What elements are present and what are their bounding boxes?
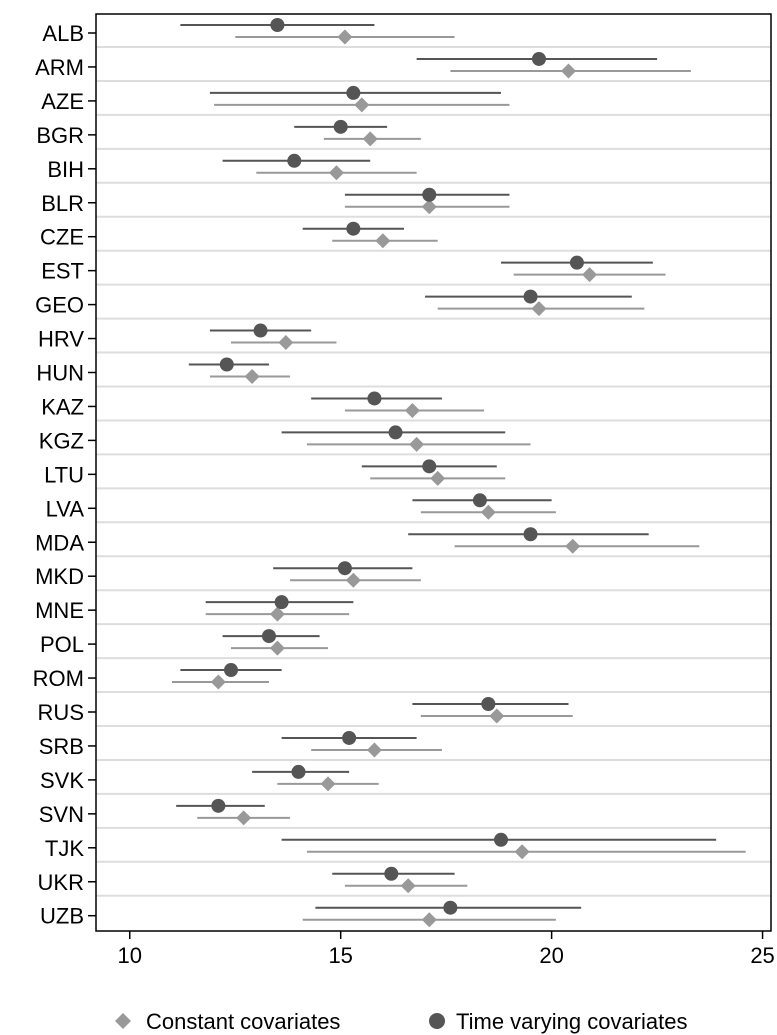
marker-constant-alb xyxy=(337,29,353,45)
marker-time-varying-hrv xyxy=(253,323,268,338)
marker-constant-uzb xyxy=(421,912,437,928)
marker-time-varying-uzb xyxy=(443,900,458,915)
y-tick-label: EST xyxy=(41,259,84,284)
marker-constant-arm xyxy=(561,63,576,79)
y-tick-label: SVK xyxy=(40,768,84,793)
marker-constant-blr xyxy=(421,199,437,215)
y-tick-label: SVN xyxy=(39,802,84,827)
marker-time-varying-mne xyxy=(274,595,289,610)
marker-constant-est xyxy=(582,267,598,283)
y-tick-label: UZB xyxy=(40,904,84,929)
marker-constant-geo xyxy=(531,301,547,317)
y-tick-label: SRB xyxy=(39,734,84,759)
marker-time-varying-geo xyxy=(523,289,538,304)
marker-constant-aze xyxy=(354,97,370,113)
marker-constant-bih xyxy=(328,165,344,181)
marker-time-varying-svk xyxy=(291,764,306,779)
marker-constant-hrv xyxy=(278,335,294,351)
marker-constant-hun xyxy=(244,369,260,384)
y-tick-label: MNE xyxy=(35,598,84,623)
marker-constant-lva xyxy=(480,504,496,520)
legend-circle-icon xyxy=(429,1013,445,1029)
marker-constant-pol xyxy=(269,640,285,656)
marker-time-varying-est xyxy=(569,255,584,270)
marker-constant-kaz xyxy=(404,402,420,418)
marker-time-varying-svn xyxy=(211,798,226,813)
y-tick-label: ALB xyxy=(42,21,84,46)
y-tick-label: BGR xyxy=(36,123,84,148)
y-tick-label: HRV xyxy=(38,327,84,352)
y-tick-label: KAZ xyxy=(41,394,84,419)
legend: Constant covariates Time varying covaria… xyxy=(115,1009,687,1034)
marker-constant-mda xyxy=(565,538,581,554)
marker-constant-svk xyxy=(320,776,336,792)
y-tick-label: CZE xyxy=(40,225,84,250)
marker-constant-mne xyxy=(269,606,285,622)
legend-label-time-varying: Time varying covariates xyxy=(456,1009,687,1034)
marker-constant-ltu xyxy=(430,470,446,486)
marker-time-varying-cze xyxy=(346,221,361,236)
marker-constant-svn xyxy=(236,810,252,826)
marker-constant-bgr xyxy=(362,131,378,147)
y-tick-label: LVA xyxy=(46,496,85,521)
legend-label-constant: Constant covariates xyxy=(146,1009,340,1034)
y-tick-label: AZE xyxy=(41,89,84,114)
y-tick-label: TJK xyxy=(45,836,84,861)
marker-constant-srb xyxy=(366,742,382,758)
marker-time-varying-ltu xyxy=(422,459,437,474)
legend-diamond-icon xyxy=(115,1013,131,1029)
y-tick-label: HUN xyxy=(36,361,84,386)
marker-time-varying-lva xyxy=(472,493,487,508)
marker-constant-ukr xyxy=(400,878,416,894)
grid-lines xyxy=(96,46,771,897)
y-tick-label: GEO xyxy=(35,293,84,318)
y-tick-label: MDA xyxy=(35,530,84,555)
axes: ALB ARM AZE BGR BIH BLR CZE EST GEO HRV HUN KAZ KGZ L… xyxy=(33,21,775,968)
marker-time-varying-blr xyxy=(422,187,437,202)
marker-time-varying-kgz xyxy=(388,425,403,440)
marker-time-varying-bih xyxy=(287,153,302,168)
y-tick-label: UKR xyxy=(38,870,84,895)
y-tick-label: BIH xyxy=(47,157,84,182)
marker-time-varying-mda xyxy=(523,527,538,542)
x-tick-label: 15 xyxy=(328,943,352,968)
plot-frame xyxy=(95,13,772,932)
marker-constant-cze xyxy=(375,233,391,249)
marker-time-varying-mkd xyxy=(337,561,352,576)
marker-time-varying-bgr xyxy=(333,119,348,134)
y-tick-label: KGZ xyxy=(39,428,84,453)
point-estimates xyxy=(210,18,598,928)
y-tick-label: LTU xyxy=(44,462,84,487)
marker-time-varying-tjk xyxy=(494,832,508,847)
marker-time-varying-rus xyxy=(481,697,496,711)
x-tick-label: 20 xyxy=(539,943,563,968)
marker-time-varying-alb xyxy=(270,18,285,32)
y-tick-label: POL xyxy=(40,632,84,657)
y-tick-label: BLR xyxy=(41,191,84,216)
y-tick-label: ROM xyxy=(33,666,84,691)
marker-time-varying-rom xyxy=(224,663,238,678)
x-tick-label: 25 xyxy=(750,943,774,968)
marker-time-varying-ukr xyxy=(384,866,399,881)
y-tick-label: ARM xyxy=(35,55,84,80)
marker-constant-mkd xyxy=(345,572,361,588)
marker-time-varying-kaz xyxy=(367,391,382,406)
marker-time-varying-aze xyxy=(346,85,361,100)
marker-time-varying-pol xyxy=(261,629,276,644)
marker-constant-tjk xyxy=(514,844,530,860)
marker-time-varying-hun xyxy=(219,357,234,372)
marker-constant-rus xyxy=(489,708,505,724)
marker-time-varying-srb xyxy=(342,730,357,745)
marker-constant-kgz xyxy=(409,436,425,452)
x-tick-label: 10 xyxy=(118,943,142,968)
y-tick-label: MKD xyxy=(35,564,84,589)
marker-constant-rom xyxy=(210,674,226,690)
y-tick-label: RUS xyxy=(38,700,84,725)
marker-time-varying-arm xyxy=(531,51,546,66)
